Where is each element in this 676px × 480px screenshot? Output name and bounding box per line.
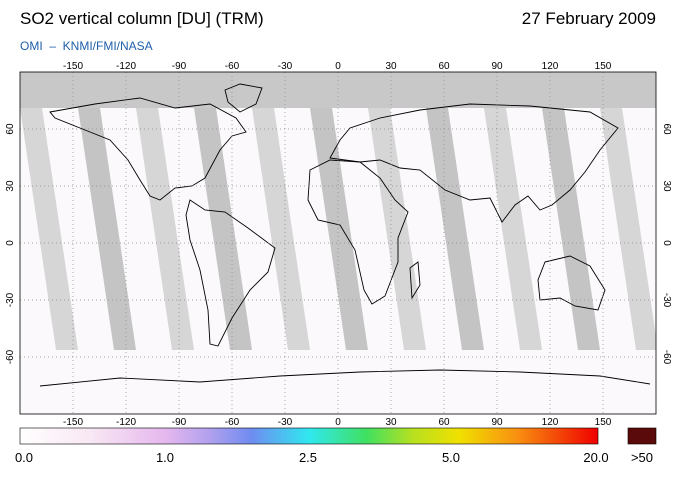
lat-label-left: -30: [5, 292, 16, 307]
date: 27 February 2009: [522, 9, 656, 28]
lon-label-top: 120: [542, 61, 559, 72]
map-frame: [19, 71, 657, 415]
lon-label-top: 0: [335, 61, 341, 72]
colorbar-label: 2.5: [299, 450, 317, 465]
lon-label-bottom: 150: [595, 417, 612, 428]
colorbar-label: 1.0: [156, 450, 174, 465]
lon-label-top: -60: [225, 61, 240, 72]
orbit-swath: [136, 108, 194, 350]
orbit-swath: [658, 108, 676, 350]
no-data-polar: [20, 72, 656, 108]
lat-label-right: -30: [661, 293, 672, 308]
lon-label-bottom: 30: [385, 417, 397, 428]
orbit-swath: [542, 108, 600, 350]
lon-label-bottom: -90: [172, 417, 187, 428]
lon-label-bottom: 0: [335, 417, 341, 428]
lon-label-bottom: -60: [225, 417, 240, 428]
colorbar-label: 20.0: [583, 450, 608, 465]
lon-label-top: -120: [116, 61, 136, 72]
orbit-swath: [20, 108, 78, 350]
lat-label-left: 60: [5, 123, 16, 135]
orbit-swath: [310, 108, 368, 350]
lat-label-right: 60: [661, 123, 672, 135]
lon-label-bottom: 60: [438, 417, 450, 428]
lon-label-bottom: -120: [116, 417, 136, 428]
colorbar: [19, 427, 599, 445]
lon-label-top: 30: [385, 61, 397, 72]
orbit-swath: [194, 108, 252, 350]
colorbar-overflow-label: >50: [631, 450, 653, 465]
orbit-swath: [484, 108, 542, 350]
lat-label-left: 30: [5, 180, 16, 192]
title: SO2 vertical column [DU] (TRM): [20, 9, 264, 28]
lon-label-bottom: 120: [542, 417, 559, 428]
lon-label-bottom: -30: [278, 417, 293, 428]
orbit-swath: [600, 108, 656, 350]
lat-label-left: 0: [5, 240, 16, 246]
source: OMI – KNMI/FMI/NASA: [20, 39, 153, 53]
colorbar-label: 0.0: [15, 450, 33, 465]
coastlines: [39, 83, 651, 387]
lon-label-top: 90: [491, 61, 503, 72]
lon-label-top: -90: [172, 61, 187, 72]
orbit-swath: [78, 108, 136, 350]
colorbar-overflow: [627, 427, 657, 445]
lon-label-top: 60: [438, 61, 450, 72]
orbit-swath: [426, 108, 484, 350]
orbit-swath: [0, 108, 20, 350]
colorbar-label: 5.0: [442, 450, 460, 465]
lat-label-left: -60: [5, 349, 16, 364]
lon-label-bottom: -150: [63, 417, 83, 428]
map-area: [0, 72, 676, 414]
lon-label-bottom: 90: [491, 417, 503, 428]
lat-label-right: -60: [661, 350, 672, 365]
lat-label-right: 0: [661, 240, 672, 246]
lon-label-top: 150: [595, 61, 612, 72]
lat-label-right: 30: [661, 180, 672, 192]
lon-label-top: -30: [278, 61, 293, 72]
orbit-swath: [252, 108, 310, 350]
lon-label-top: -150: [63, 61, 83, 72]
